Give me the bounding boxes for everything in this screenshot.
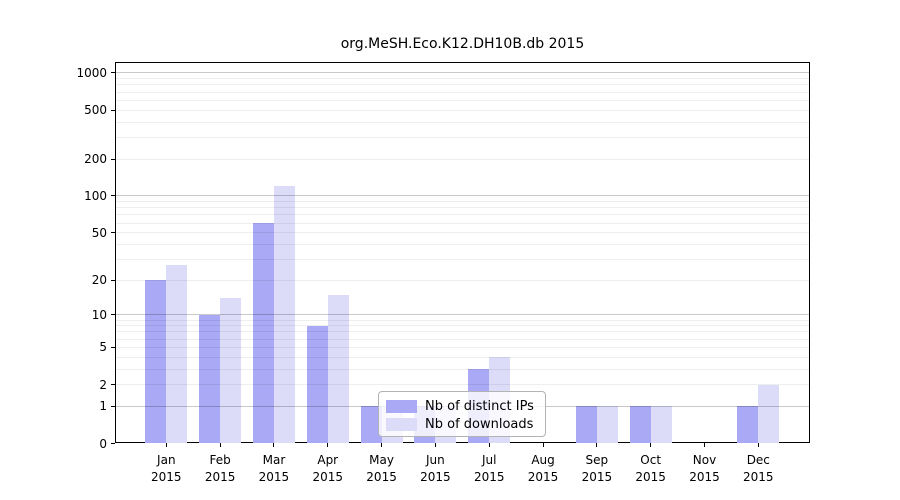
legend-item-distinct-ips: Nb of distinct IPs — [386, 397, 537, 415]
x-axis-tick — [434, 443, 436, 447]
bar-distinct-ips-feb — [199, 314, 221, 443]
x-axis-tick — [704, 443, 705, 447]
x-tick-label: Mar 2015 — [258, 453, 290, 484]
y-tick-label: 500 — [84, 103, 107, 118]
y-tick-label: 0 — [99, 436, 107, 451]
bar-downloads-mar — [273, 186, 295, 443]
x-tick-label: Oct 2015 — [635, 453, 666, 484]
bar-distinct-ips-oct — [629, 406, 651, 443]
legend-label-distinct-ips: Nb of distinct IPs — [425, 398, 534, 414]
bar-distinct-ips-jan — [145, 280, 167, 443]
y-axis-tick — [111, 384, 115, 386]
legend: Nb of distinct IPs Nb of downloads — [378, 391, 546, 437]
x-axis-tick — [165, 443, 167, 447]
x-tick-label: Nov 2015 — [689, 453, 720, 484]
y-axis-tick — [111, 232, 115, 234]
y-axis-tick — [111, 346, 115, 348]
y-axis-tick — [111, 72, 115, 74]
x-tick-label: Aug 2015 — [527, 453, 559, 484]
y-tick-label: 2 — [99, 377, 107, 392]
x-tick-label: Sep 2015 — [581, 453, 613, 484]
x-tick-label: Dec 2015 — [743, 453, 774, 484]
bar-downloads-jan — [166, 264, 188, 443]
x-axis-tick — [381, 443, 383, 447]
y-axis-tick — [111, 109, 115, 111]
y-axis-tick — [111, 443, 115, 444]
x-axis-tick — [273, 443, 275, 447]
x-axis-tick — [650, 443, 652, 447]
y-axis-tick — [111, 195, 115, 197]
bar-downloads-sep — [596, 406, 618, 443]
y-axis-tick — [111, 405, 115, 407]
x-tick-label: Feb 2015 — [204, 453, 236, 484]
x-tick-label: May 2015 — [366, 453, 397, 484]
y-tick-label: 5 — [99, 340, 107, 355]
y-axis-tick — [111, 158, 115, 160]
x-tick-label: Apr 2015 — [312, 453, 344, 484]
y-tick-label: 50 — [91, 225, 107, 240]
y-axis-tick — [111, 279, 115, 281]
bar-downloads-oct — [650, 406, 672, 443]
x-tick-label: Jan 2015 — [151, 453, 182, 484]
x-tick-label: Jul 2015 — [473, 453, 505, 484]
legend-item-downloads: Nb of downloads — [386, 415, 537, 433]
bar-distinct-ips-may — [360, 406, 382, 443]
x-axis-tick — [488, 443, 490, 447]
y-tick-label: 20 — [91, 273, 107, 288]
y-tick-label: 1000 — [76, 65, 107, 80]
chart-title: org.MeSH.Eco.K12.DH10B.db 2015 — [340, 36, 585, 52]
bar-downloads-dec — [758, 384, 780, 443]
x-axis-tick — [327, 443, 329, 447]
x-axis-tick — [219, 443, 221, 447]
y-tick-label: 10 — [91, 307, 107, 322]
bar-distinct-ips-sep — [575, 406, 597, 443]
legend-swatch-distinct-ips — [386, 399, 417, 413]
legend-label-downloads: Nb of downloads — [425, 416, 534, 432]
bar-distinct-ips-apr — [306, 325, 328, 443]
y-axis-tick — [111, 314, 115, 316]
bar-distinct-ips-dec — [737, 406, 759, 443]
x-tick-label: Jun 2015 — [420, 453, 451, 484]
x-axis-tick — [542, 443, 544, 447]
y-tick-label: 100 — [84, 188, 107, 203]
bar-downloads-apr — [327, 294, 349, 443]
bars-layer — [116, 63, 809, 443]
x-axis-tick — [757, 443, 759, 447]
bar-downloads-feb — [220, 298, 242, 443]
y-tick-label: 1 — [99, 399, 107, 414]
x-axis-tick — [596, 443, 598, 447]
legend-swatch-downloads — [386, 417, 417, 431]
bar-distinct-ips-mar — [252, 223, 274, 443]
y-tick-label: 200 — [84, 152, 107, 167]
